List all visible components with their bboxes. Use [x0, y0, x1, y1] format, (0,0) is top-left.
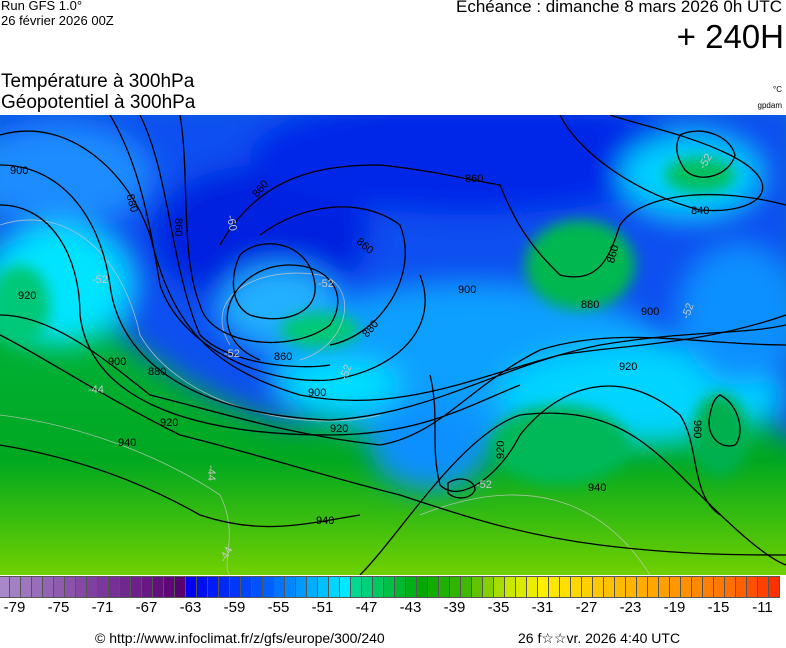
color-scale-label: -71 — [91, 599, 114, 616]
contour-label: 840 — [691, 205, 709, 217]
color-scale-label: -31 — [531, 599, 554, 616]
contour-label: 900 — [308, 387, 326, 399]
contour-label: 920 — [330, 423, 348, 435]
contour-label: 880 — [148, 366, 166, 378]
unit-geopotential: gpdam — [757, 101, 782, 110]
color-scale-labels: -79 -75 -71 -67 -63 -59 -55 -51 -47 -43 -39 -35 -31 -… — [0, 599, 786, 619]
contour-label: 940 — [316, 515, 334, 527]
geopotential-contours — [0, 115, 786, 575]
contour-label: 880 — [581, 299, 599, 311]
color-scale-label: -55 — [267, 599, 290, 616]
contour-label: 860 — [465, 173, 483, 185]
contour-label: 900 — [10, 165, 28, 177]
contour-label: 860 — [605, 244, 621, 265]
color-scale-label: -39 — [443, 599, 466, 616]
contour-label: 920 — [619, 361, 637, 373]
contour-label: 920 — [495, 441, 507, 459]
color-scale-cell — [768, 576, 780, 598]
isotherm-label: -52 — [92, 274, 108, 286]
isotherm-label: -52 — [224, 348, 240, 360]
isotherm-label: -52 — [680, 302, 697, 321]
color-scale-label: -15 — [707, 599, 730, 616]
contour-label: 920 — [18, 290, 36, 302]
contour-label: 920 — [160, 417, 178, 429]
color-scale-label: -47 — [355, 599, 378, 616]
title-geopotential: Géopotentiel à 300hPa — [1, 92, 196, 113]
color-scale-label: -35 — [487, 599, 510, 616]
color-scale-label: -27 — [575, 599, 598, 616]
contour-label: 900 — [108, 356, 126, 368]
isotherm-label: -44 — [88, 384, 104, 396]
title-temperature: Température à 300hPa — [1, 71, 195, 92]
color-scale-label: -59 — [223, 599, 246, 616]
color-scale-bar — [0, 576, 786, 598]
color-scale-label: -79 — [3, 599, 26, 616]
contour-label: 860 — [172, 218, 184, 236]
temperature-isotherms — [0, 219, 651, 575]
temperature-field — [0, 115, 786, 575]
contour-label: 900 — [458, 284, 476, 296]
contour-label: 940 — [118, 437, 136, 449]
color-scale-label: -75 — [47, 599, 70, 616]
run-model: Run GFS 1.0° — [1, 0, 83, 13]
color-scale-label: -51 — [311, 599, 334, 616]
contour-label: 960 — [691, 420, 703, 438]
color-scale-label: -19 — [663, 599, 686, 616]
isotherm-label: -60 — [224, 214, 239, 232]
lead-time: + 240H — [676, 18, 784, 55]
valid-time: Echéance : dimanche 8 mars 2026 0h UTC — [455, 0, 782, 16]
contour-label: 940 — [588, 482, 606, 494]
isotherm-label: -52 — [338, 363, 355, 382]
color-scale-label: -63 — [179, 599, 202, 616]
unit-temperature: °C — [773, 85, 782, 94]
color-scale-label: -11 — [752, 599, 773, 616]
contour-label: 880 — [124, 193, 140, 214]
color-scale-label: -23 — [619, 599, 642, 616]
color-scale-label: -43 — [399, 599, 422, 616]
contour-label: 860 — [274, 351, 292, 363]
generation-time: 26 f☆☆vr. 2026 4:40 UTC — [518, 630, 681, 646]
weather-map: 900 880 860 860 920 900 880 860 900 920 … — [0, 115, 786, 575]
color-scale-label: -67 — [135, 599, 158, 616]
contour-label: 900 — [641, 306, 659, 318]
temperature-labels: -52 -52 -60 -52 -44 -44 -44 -52 -52 -52 … — [88, 152, 715, 565]
isotherm-label: -44 — [205, 465, 217, 481]
isotherm-label: -52 — [318, 278, 334, 290]
copyright-url: © http://www.infoclimat.fr/z/gfs/europe/… — [95, 630, 385, 646]
isotherm-label: -52 — [476, 479, 492, 491]
run-date: 26 février 2026 00Z — [1, 13, 114, 28]
